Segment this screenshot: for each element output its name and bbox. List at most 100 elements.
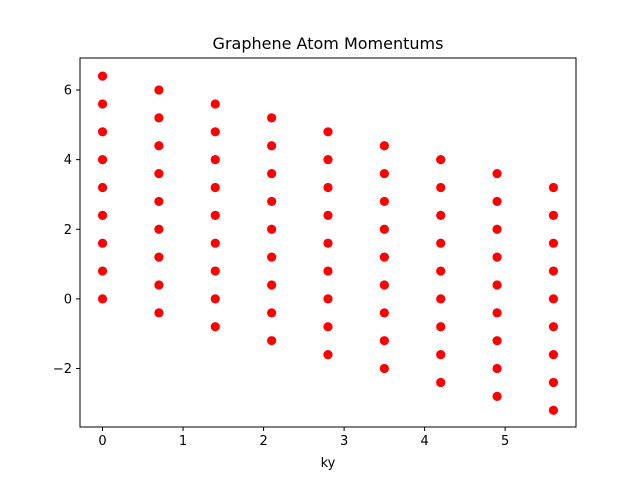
data-point	[323, 127, 333, 137]
data-point	[97, 71, 108, 81]
data-point	[548, 405, 559, 415]
data-point	[154, 224, 164, 234]
data-point	[210, 266, 220, 276]
data-point	[379, 224, 389, 234]
x-tick-label: 1	[179, 434, 187, 449]
data-point	[97, 155, 108, 165]
data-point	[548, 210, 559, 220]
x-axis-ticks: 0 1 2 3 4 5	[98, 427, 509, 449]
data-point	[548, 349, 559, 360]
data-point	[154, 196, 164, 207]
x-tick-label: 4	[420, 434, 428, 449]
data-point	[379, 280, 389, 290]
data-point	[97, 238, 108, 248]
data-point	[210, 238, 220, 248]
x-axis-label: ky	[321, 456, 336, 471]
data-point	[267, 196, 277, 207]
x-tick-label: 0	[98, 434, 106, 449]
plot-frame	[79, 57, 577, 428]
data-point	[267, 141, 277, 151]
data-point	[436, 294, 446, 304]
data-point	[323, 266, 333, 276]
data-point	[492, 280, 502, 290]
data-point	[379, 196, 389, 207]
data-point	[379, 308, 389, 318]
data-points	[97, 71, 559, 415]
data-point	[267, 280, 277, 290]
data-point	[154, 141, 164, 151]
data-point	[436, 182, 446, 193]
data-point	[379, 336, 389, 346]
data-point	[436, 210, 446, 220]
data-point	[154, 280, 164, 290]
data-point	[267, 308, 277, 318]
data-point	[267, 168, 277, 179]
data-point	[379, 141, 389, 151]
data-point	[379, 363, 389, 374]
data-point	[210, 322, 220, 332]
data-point	[548, 238, 559, 248]
data-point	[548, 266, 559, 276]
y-tick-label: 0	[64, 292, 72, 307]
data-point	[492, 363, 502, 374]
data-point	[492, 168, 502, 179]
data-point	[267, 336, 277, 346]
data-point	[210, 294, 220, 304]
data-point	[97, 127, 108, 137]
data-point	[323, 238, 333, 248]
data-point	[97, 182, 108, 193]
data-point	[154, 85, 164, 95]
data-point	[379, 252, 389, 262]
data-point	[210, 155, 220, 165]
y-axis-ticks: −2 0 2 4 6	[53, 84, 80, 377]
data-point	[97, 210, 108, 220]
data-point	[436, 377, 446, 388]
data-point	[436, 266, 446, 276]
data-point	[492, 391, 502, 401]
data-point	[379, 168, 389, 179]
y-tick-label: 4	[64, 153, 72, 168]
data-point	[323, 294, 333, 304]
data-point	[492, 196, 502, 207]
x-tick-label: 3	[340, 434, 348, 449]
data-point	[492, 252, 502, 262]
y-tick-label: 2	[64, 223, 72, 238]
x-tick-label: 2	[259, 434, 267, 449]
data-point	[210, 182, 220, 193]
data-point	[97, 99, 108, 109]
data-point	[210, 127, 220, 137]
data-point	[210, 99, 220, 109]
data-point	[267, 224, 277, 234]
data-point	[548, 322, 559, 332]
data-point	[267, 252, 277, 262]
data-point	[548, 377, 559, 388]
data-point	[97, 294, 108, 304]
data-point	[436, 322, 446, 332]
data-point	[323, 210, 333, 220]
y-tick-label: −2	[53, 362, 72, 377]
y-tick-label: 6	[64, 84, 72, 99]
data-point	[492, 224, 502, 234]
x-tick-label: 5	[501, 434, 509, 449]
data-point	[97, 266, 108, 276]
data-point	[548, 294, 559, 304]
data-point	[323, 182, 333, 193]
data-point	[267, 113, 277, 123]
data-point	[323, 322, 333, 332]
chart-title: Graphene Atom Momentums	[213, 34, 444, 53]
data-point	[548, 182, 559, 193]
data-point	[323, 155, 333, 165]
data-point	[210, 210, 220, 220]
data-point	[154, 252, 164, 262]
data-point	[492, 336, 502, 346]
data-point	[436, 238, 446, 248]
data-point	[436, 155, 446, 165]
data-point	[154, 308, 164, 318]
data-point	[154, 168, 164, 179]
data-point	[323, 349, 333, 360]
data-point	[154, 113, 164, 123]
data-point	[492, 308, 502, 318]
data-point	[436, 349, 446, 360]
